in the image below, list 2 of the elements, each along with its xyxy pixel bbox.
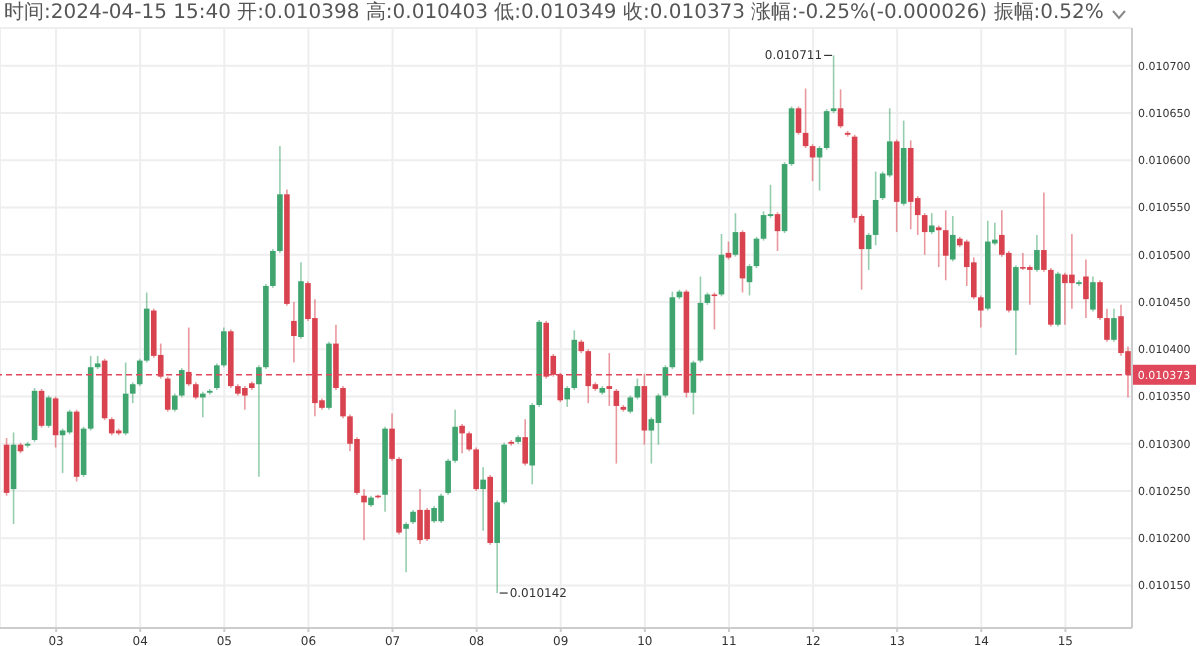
candlestick: [1020, 252, 1026, 271]
chart-title: 时间:2024-04-15 15:40 开:0.010398 高:0.010403 低:0.010349 收:0.010373 涨幅:-0.25%(-0.000026) 振幅:0.52%: [4, 2, 1104, 26]
